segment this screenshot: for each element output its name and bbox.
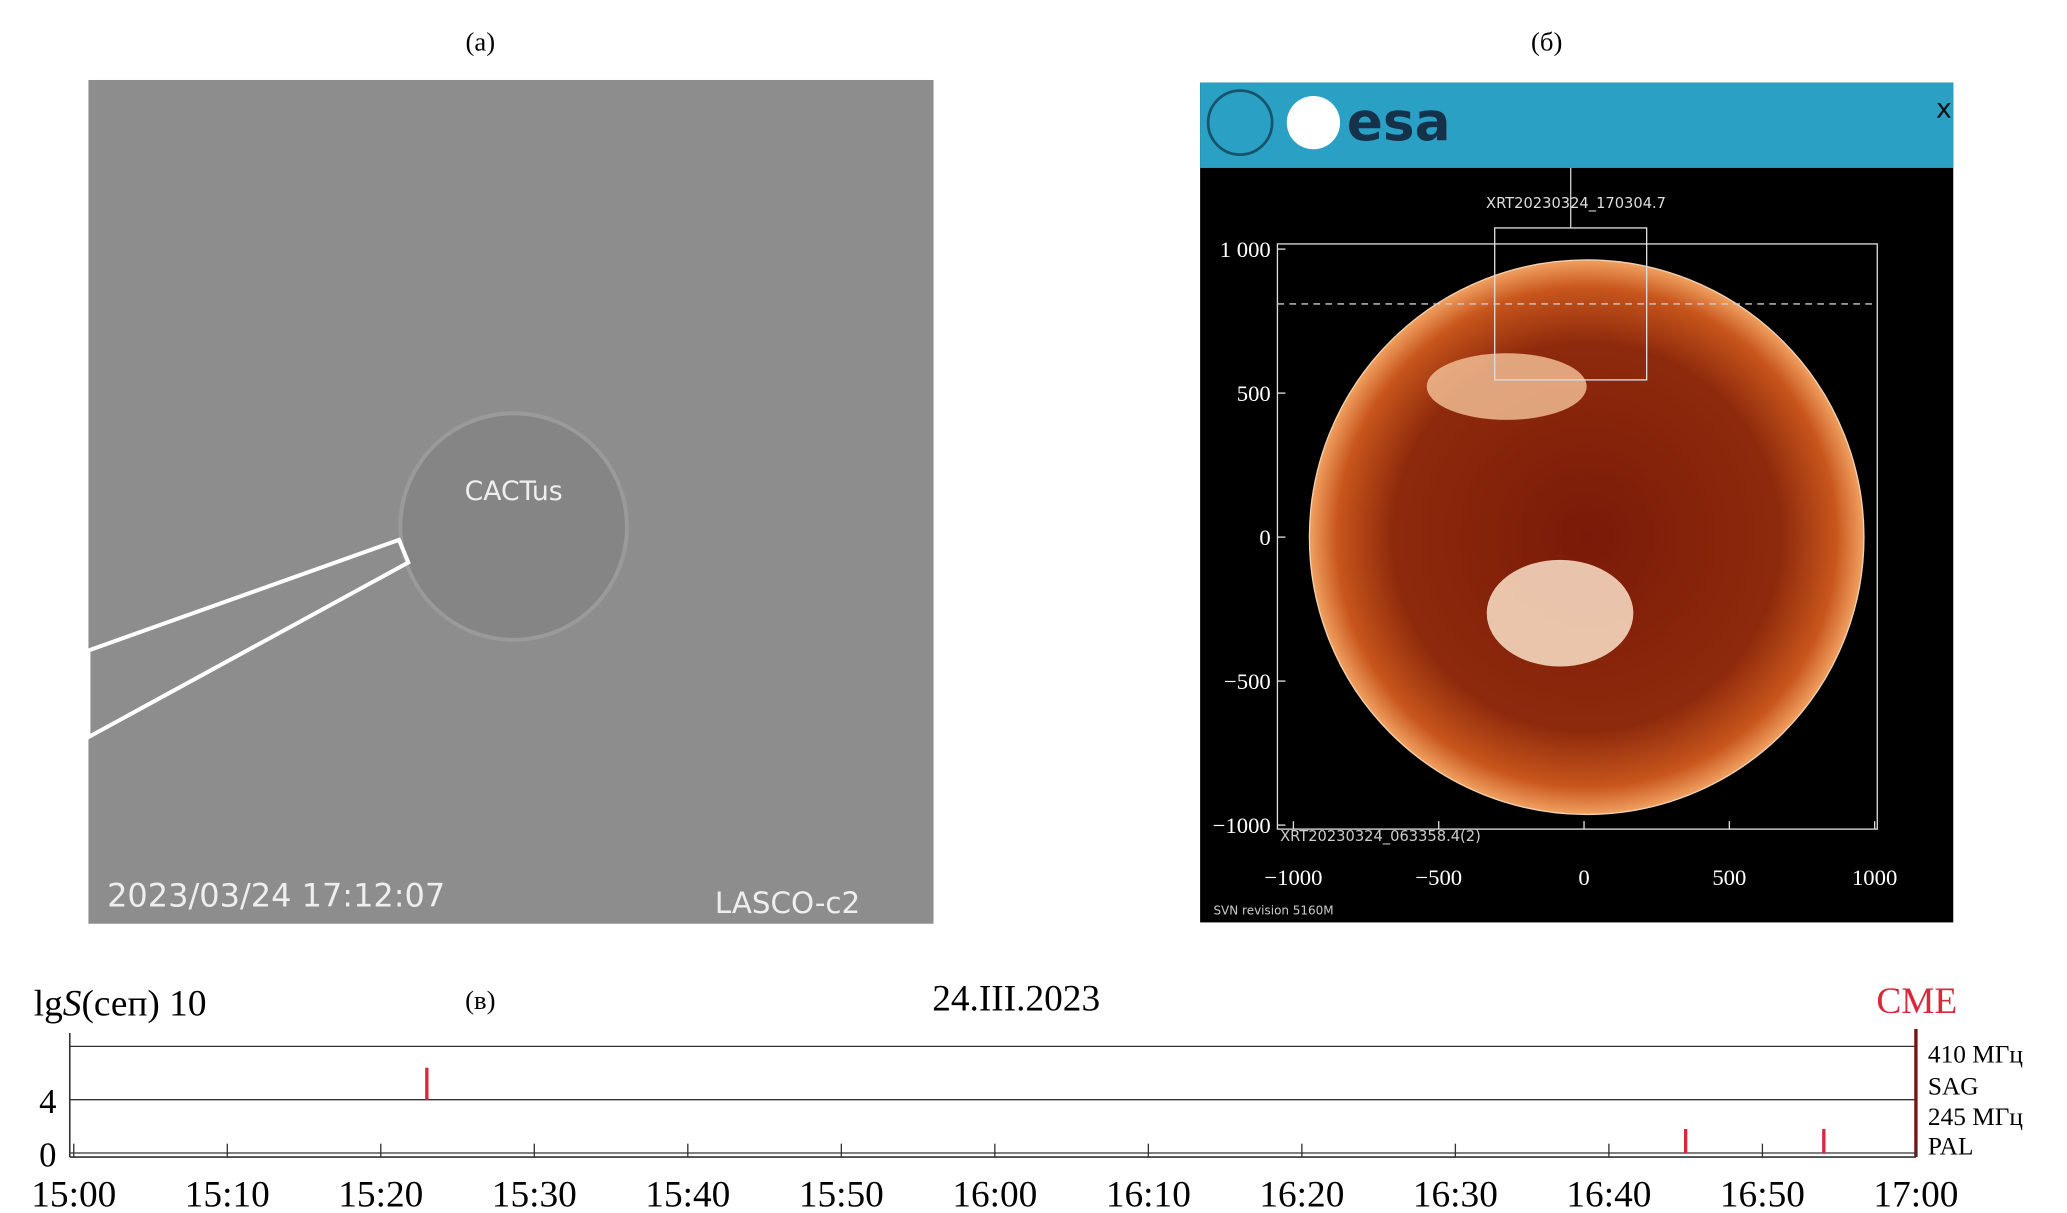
channel-label: 410 МГц [1928,1040,2023,1068]
event-chart: 0 4 15:00 15:10 15:20 15:30 15:40 15:50 16:00 16:… [31,978,2023,1213]
x-tick-label: 16:10 [1106,1174,1191,1213]
institution-logo [1206,89,1274,156]
channel-label: SAG [1928,1072,1979,1100]
x-tick-label: 15:10 [185,1174,270,1213]
image-title: XRT20230324_170304.7 [1486,195,1666,212]
y-axis-label: lgS(сеп) 10 [34,984,207,1025]
y-axis-label-part: S [63,984,82,1025]
x-tick-label: 15:50 [799,1174,884,1213]
y-tick-label: 4 [39,1083,56,1121]
active-region [1426,353,1587,420]
x-tick-label: −500 [1415,865,1462,890]
x-tick-label: 16:20 [1259,1174,1344,1213]
x-tick-label: 15:00 [31,1174,116,1213]
x-tick-label: 16:30 [1413,1174,1498,1213]
instrument: LASCO-c2 [715,886,860,920]
close-button[interactable]: x [1936,93,1952,124]
sun-disk [1308,259,1865,816]
cme-marker: CME [1876,981,1957,1022]
x-tick-label: 15:40 [645,1174,730,1213]
cme-sector [86,537,411,741]
y-tick-label: 1 000 [1220,237,1271,262]
x-tick-label: 16:50 [1720,1174,1805,1213]
y-tick-label: 0 [39,1136,56,1174]
x-tick-label: 16:40 [1566,1174,1651,1213]
revision: SVN revision 5160M [1213,903,1333,917]
panel-label: (a) [466,27,496,57]
x-tick-label: −1000 [1264,865,1322,890]
x-tick-label: 17:00 [1873,1174,1958,1213]
x-tick-label: 0 [1578,865,1589,890]
timestamp: 2023/03/24 17:12:07 [107,876,445,914]
x-tick-label: 15:20 [338,1174,423,1213]
watermark: CACTus [465,476,563,507]
esa-logo: esa [1347,91,1451,153]
esa-logo-mark [1286,95,1341,150]
x-tick-label: 1000 [1852,865,1897,890]
y-tick-label: −1000 [1213,813,1271,838]
panel-label: (б) [1531,27,1562,57]
panel-label: (в) [465,985,495,1015]
y-axis-label-part: (сеп) 10 [81,984,206,1025]
y-tick-label: 500 [1237,381,1271,406]
x-tick-label: 15:30 [492,1174,577,1213]
active-region [1486,559,1634,667]
x-tick-label: 500 [1712,865,1746,890]
occulter [398,411,629,642]
y-axis-label-part: lg [34,984,63,1025]
image-footer: XRT20230324_063358.4(2) [1280,828,1481,845]
chart-title: 24.III.2023 [932,978,1100,1019]
y-tick-label: 0 [1259,525,1270,550]
x-tick-label: 16:00 [952,1174,1037,1213]
y-tick-label: −500 [1224,669,1271,694]
channel-label: PAL [1928,1132,1974,1160]
channel-label: 245 МГц [1928,1103,2023,1131]
